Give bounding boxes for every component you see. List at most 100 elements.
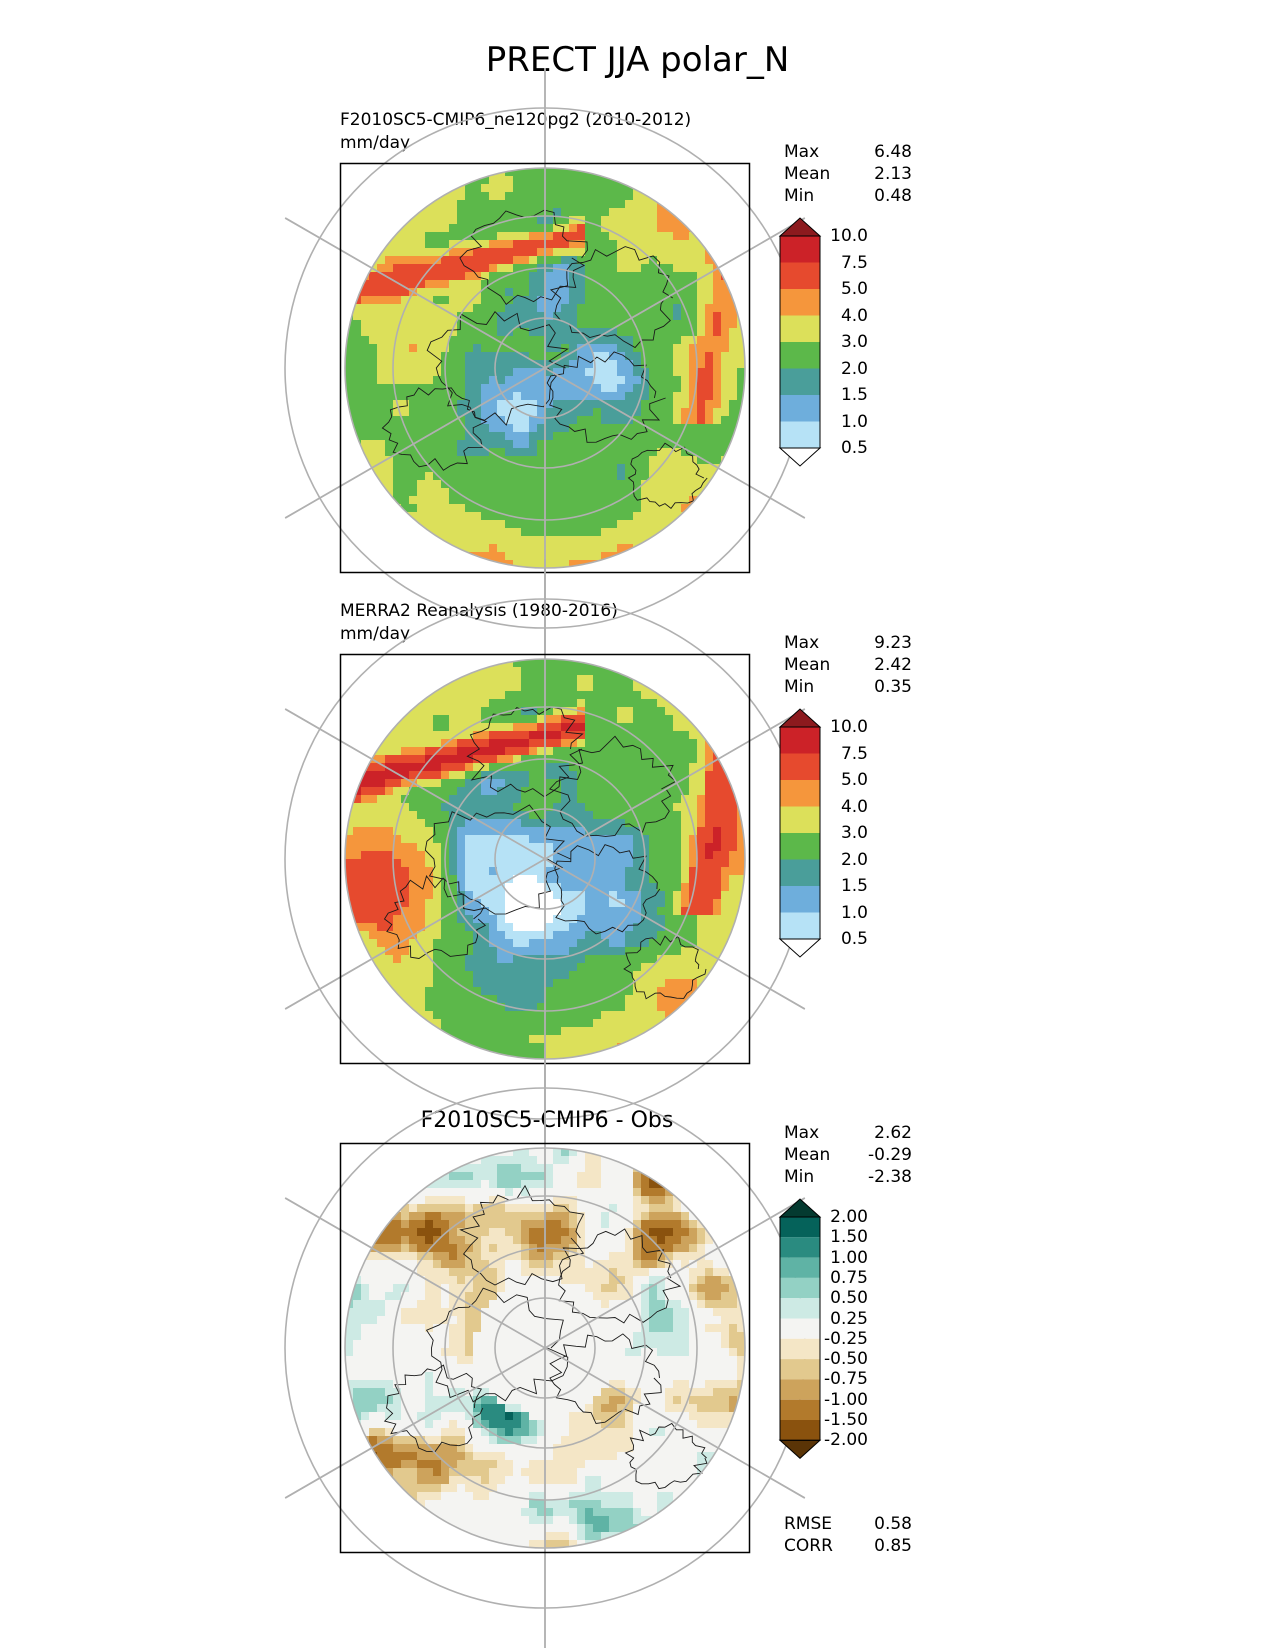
field-cell — [505, 232, 514, 241]
field-cell — [625, 304, 634, 313]
field-cell — [713, 859, 722, 868]
field-cell — [649, 1284, 658, 1293]
field-cell — [441, 320, 450, 329]
field-cell — [689, 424, 698, 433]
field-cell — [417, 1268, 426, 1277]
field-cell — [713, 440, 722, 449]
field-cell — [609, 216, 618, 225]
field-cell — [513, 480, 522, 489]
field-cell — [553, 779, 562, 788]
field-cell — [561, 392, 570, 401]
field-cell — [473, 224, 482, 233]
field-cell — [353, 400, 362, 409]
field-cell — [585, 288, 594, 297]
field-cell — [393, 312, 402, 321]
field-cell — [521, 947, 530, 956]
field-cell — [705, 416, 714, 425]
field-cell — [705, 392, 714, 401]
field-cell — [513, 867, 522, 876]
field-cell — [625, 795, 634, 804]
field-cell — [449, 320, 458, 329]
field-cell — [529, 1156, 538, 1165]
field-cell — [673, 1204, 682, 1213]
field-cell — [553, 464, 562, 473]
field-cell — [545, 819, 554, 828]
field-cell — [449, 1204, 458, 1213]
field-cell — [705, 1276, 714, 1285]
field-cell — [585, 200, 594, 209]
field-cell — [369, 336, 378, 345]
field-cell — [657, 392, 666, 401]
field-cell — [721, 1260, 730, 1269]
field-cell — [721, 400, 730, 409]
field-cell — [385, 368, 394, 377]
field-cell — [577, 336, 586, 345]
field-cell — [689, 312, 698, 321]
field-cell — [737, 859, 745, 868]
field-cell — [409, 320, 418, 329]
field-cell — [569, 536, 578, 545]
field-cell — [593, 939, 602, 948]
field-cell — [521, 448, 530, 457]
field-cell — [625, 328, 634, 337]
field-cell — [449, 715, 458, 724]
field-cell — [545, 1043, 554, 1052]
field-cell — [385, 360, 394, 369]
field-cell — [561, 987, 570, 996]
field-cell — [697, 248, 706, 257]
field-cell — [401, 272, 410, 281]
field-cell — [489, 200, 498, 209]
field-cell — [529, 464, 538, 473]
field-cell — [601, 691, 610, 700]
field-cell — [545, 875, 554, 884]
field-cell — [561, 408, 570, 417]
field-cell — [649, 456, 658, 465]
field-cell — [601, 795, 610, 804]
field-cell — [481, 352, 490, 361]
field-cell — [489, 304, 498, 313]
field-cell — [577, 867, 586, 876]
field-cell — [481, 472, 490, 481]
field-cell — [489, 723, 498, 732]
field-cell — [465, 1252, 474, 1261]
field-cell — [545, 851, 554, 860]
field-cell — [689, 1212, 698, 1221]
field-cell — [721, 779, 730, 788]
field-cell — [697, 376, 706, 385]
field-cell — [569, 667, 578, 676]
field-cell — [569, 779, 578, 788]
field-cell — [529, 496, 538, 505]
field-cell — [465, 939, 474, 948]
field-cell — [513, 440, 522, 449]
field-cell — [345, 352, 354, 361]
field-cell — [657, 1244, 666, 1253]
field-cell — [641, 779, 650, 788]
field-cell — [609, 819, 618, 828]
field-cell — [617, 464, 626, 473]
field-cell — [545, 707, 554, 716]
field-cell — [537, 963, 546, 972]
field-cell — [457, 683, 466, 692]
field-cell — [529, 779, 538, 788]
field-cell — [569, 1228, 578, 1237]
field-cell — [537, 552, 546, 561]
field-cell — [633, 392, 642, 401]
field-cell — [497, 1260, 506, 1269]
field-cell — [697, 456, 706, 465]
field-cell — [473, 296, 482, 305]
field-cell — [433, 400, 442, 409]
field-cell — [441, 707, 450, 716]
field-cell — [409, 1260, 418, 1269]
field-cell — [529, 1011, 538, 1020]
field-cell — [609, 947, 618, 956]
field-cell — [457, 891, 466, 900]
field-cell — [489, 1011, 498, 1020]
field-cell — [473, 248, 482, 257]
field-cell — [465, 1268, 474, 1277]
field-cell — [577, 715, 586, 724]
field-cell — [537, 859, 546, 868]
field-cell — [729, 851, 738, 860]
field-cell — [529, 216, 538, 225]
field-cell — [689, 755, 698, 764]
field-cell — [537, 779, 546, 788]
